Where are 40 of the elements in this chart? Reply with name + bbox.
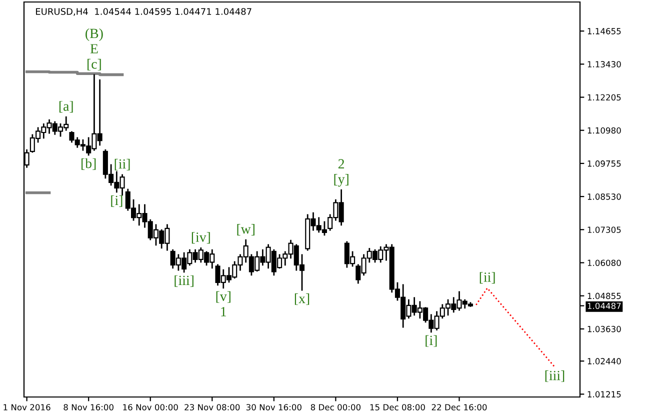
x-tick-label: 16 Nov 00:00 — [123, 404, 178, 410]
annotation: [v] — [216, 291, 230, 303]
annotation: [ii] — [480, 272, 495, 284]
y-tick-label: 1.08530 — [588, 194, 621, 200]
y-tick-label: 1.13430 — [588, 61, 621, 68]
annotation: E — [90, 44, 98, 54]
annotation: [a] — [59, 101, 73, 113]
annotation: 1 — [221, 307, 226, 316]
text: EURUSD,H4 1.04544 1.04595 1.04471 1.04487 — [36, 8, 252, 16]
x-tick-label: 15 Dec 08:00 — [370, 404, 425, 410]
x-tick-label: 1 Nov 2016 — [4, 404, 50, 410]
annotation: 2 — [338, 159, 344, 168]
annotation: [b] — [82, 158, 96, 170]
y-tick-label: 1.09755 — [588, 160, 621, 167]
annotation: [i] — [426, 335, 437, 347]
annotation: [w] — [237, 224, 254, 236]
annotation: [i] — [111, 195, 122, 207]
annotation: [c] — [88, 58, 101, 70]
y-tick-label: 1.02440 — [588, 358, 621, 364]
y-tick-label: 1.04487 — [588, 302, 621, 310]
y-tick-label: 1.07305 — [588, 226, 621, 233]
annotation: [ii] — [114, 158, 130, 170]
x-tick-label: 23 Nov 08:00 — [184, 404, 240, 410]
x-tick-label: 8 Dec 00:00 — [310, 404, 361, 410]
annotation: [iii] — [545, 370, 564, 382]
y-tick-label: 1.06080 — [588, 260, 621, 266]
y-tick-label: 1.01215 — [588, 391, 621, 398]
y-tick-label: 1.03630 — [588, 326, 621, 332]
annotation: [iii] — [174, 275, 194, 287]
y-tick-label: 1.14655 — [588, 28, 621, 34]
y-tick-label: 1.12205 — [588, 94, 621, 101]
x-tick-label: 8 Nov 16:00 — [64, 404, 114, 410]
annotation: [y] — [334, 174, 348, 187]
x-tick-label: 22 Dec 16:00 — [432, 404, 487, 410]
annotation: [x] — [294, 293, 310, 305]
y-tick-label: 1.04855 — [588, 292, 621, 300]
annotation: [iv] — [192, 232, 210, 244]
x-tick-label: 30 Nov 16:00 — [246, 404, 302, 410]
annotation: (B) — [86, 28, 103, 41]
y-tick-label: 1.10980 — [588, 127, 621, 134]
